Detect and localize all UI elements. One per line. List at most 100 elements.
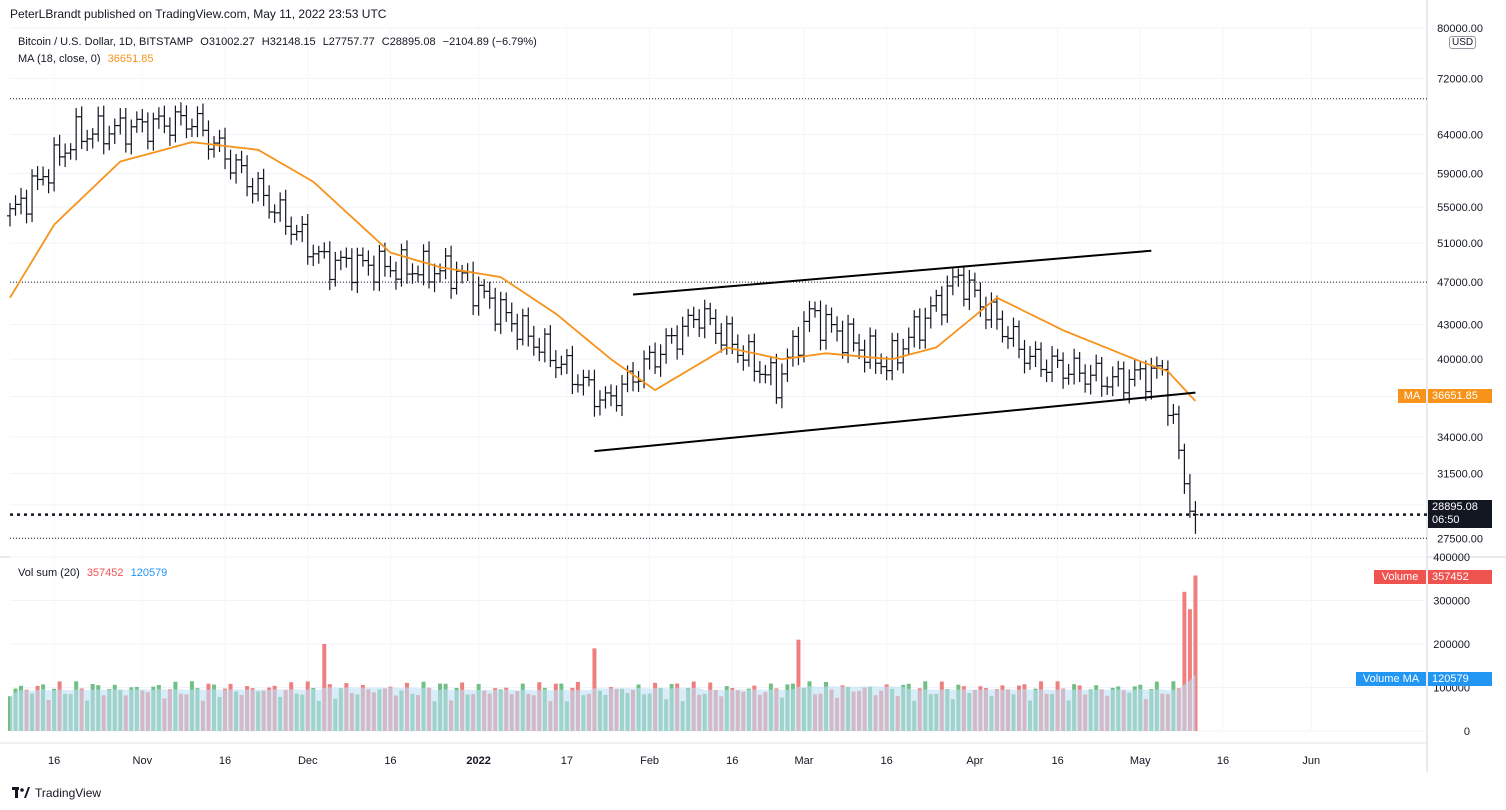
ohlc-bar [696, 309, 703, 337]
tradingview-logo-icon [12, 787, 30, 798]
ohlc-bar [288, 216, 295, 245]
ohlc-bar [492, 287, 499, 332]
ohlc-bar [663, 328, 670, 364]
ohlc-bar [585, 369, 592, 387]
ohlc-bar [834, 316, 841, 342]
ohlc-bar [459, 264, 466, 284]
ohlc-bar [62, 143, 69, 168]
ohlc-bar [337, 250, 344, 271]
ohlc-bar [916, 308, 923, 350]
ohlc-bar [365, 250, 372, 276]
ohlc-change: −2104.89 (−6.79%) [442, 36, 537, 48]
ohlc-bar [806, 300, 813, 333]
ohlc-bar [293, 224, 300, 241]
ohlc-bar [938, 286, 945, 326]
ohlc-bar [718, 323, 725, 353]
ohlc-bar [332, 251, 339, 287]
ohlc-bar [574, 374, 581, 393]
footer-brand-text: TradingView [35, 786, 102, 800]
currency-badge[interactable]: USD [1449, 36, 1477, 49]
ohlc-bar [756, 361, 763, 384]
ohlc-bar [95, 106, 102, 142]
ohlc-bar [155, 107, 162, 129]
ohlc-bar [1186, 473, 1193, 518]
ohlc-bar [227, 149, 234, 180]
ohlc-bar [470, 261, 477, 316]
ohlc-bar [12, 195, 19, 216]
ohlc-bar [828, 307, 835, 333]
ohlc-bar [188, 118, 195, 138]
ohlc-bar [1109, 366, 1116, 397]
time-tick-label: 16 [1051, 755, 1063, 767]
ohlc-bar [249, 178, 256, 204]
ohlc-bar [139, 109, 146, 133]
time-tick-label: Feb [640, 755, 659, 767]
ohlc-bar [1038, 342, 1045, 378]
ohlc-bar [971, 272, 978, 298]
volume-bar [322, 644, 327, 731]
ohlc-bar [800, 311, 807, 363]
ohlc-bar [128, 119, 135, 155]
price-tick-label: 31500.00 [1437, 468, 1483, 480]
ohlc-bar [563, 349, 570, 374]
price-tick-label: 80000.00 [1437, 23, 1483, 35]
ohlc-bar [1043, 359, 1050, 383]
ohlc-bar [205, 120, 212, 160]
ohlc-bar [359, 247, 366, 267]
ohlc-bar [823, 304, 830, 350]
ohlc-bar [233, 153, 240, 184]
ohlc-bar [23, 189, 30, 224]
ohlc-bar [607, 384, 614, 407]
ohlc-bar [1021, 339, 1028, 374]
time-tick-label: Mar [794, 755, 813, 767]
ma-label: MA (18, close, 0) [18, 53, 101, 65]
ohlc-bar [426, 241, 433, 289]
ma-legend: MA (18, close, 0) 36651.85 [18, 53, 158, 65]
ohlc-bar [387, 256, 394, 278]
ohlc-bar [817, 300, 824, 351]
price-tick-label: 72000.00 [1437, 73, 1483, 85]
time-tick-label: Dec [298, 755, 318, 767]
volume-ma-area [10, 674, 1196, 731]
ohlc-bar [1054, 348, 1061, 368]
footer-brand[interactable]: TradingView [12, 786, 101, 800]
volume-bar [1193, 575, 1198, 731]
ohlc-bar [894, 332, 901, 371]
ohlc-bar [1082, 364, 1089, 393]
ohlc-bar [503, 292, 510, 322]
ohlc-bar [1060, 352, 1067, 389]
ohlc-bar [922, 307, 929, 349]
ohlc-bar [403, 240, 410, 284]
volume-tag-value: 357452 [1428, 570, 1492, 584]
ohlc-bar [1071, 348, 1078, 385]
ohlc-bar [1192, 501, 1199, 534]
ohlc-bar [552, 350, 559, 379]
ohlc-bar [100, 105, 107, 155]
ohlc-bar [883, 356, 890, 381]
volume-bar [796, 639, 801, 731]
ohlc-bar [1093, 354, 1100, 382]
symbol-title: Bitcoin / U.S. Dollar, 1D, BITSTAMP [18, 36, 194, 48]
time-tick-label: 16 [1217, 755, 1229, 767]
ohlc-bar [216, 129, 223, 152]
ohlc-bar [1027, 346, 1034, 370]
ohlc-bar [409, 263, 416, 284]
ohlc-bar [685, 308, 692, 337]
ohlc-bar [1126, 369, 1133, 404]
ohlc-bar [751, 333, 758, 382]
ohlc-bar [1115, 360, 1122, 387]
ohlc-bar [40, 166, 47, 186]
volume-tick-label: 300000 [1433, 596, 1470, 608]
ohlc-bar [784, 348, 791, 382]
ohlc-bar [117, 108, 124, 135]
ohlc-bar [789, 330, 796, 367]
time-tick-label: 16 [726, 755, 738, 767]
ohlc-bar [1175, 405, 1182, 460]
ohlc-bar [690, 306, 697, 329]
ohlc-bar [1181, 443, 1188, 494]
countdown-value: 06:50 [1432, 514, 1460, 526]
ohlc-bar [277, 192, 284, 222]
ohlc-bar [536, 337, 543, 362]
